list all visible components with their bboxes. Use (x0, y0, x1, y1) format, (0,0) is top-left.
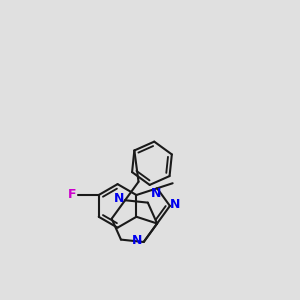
Text: N: N (151, 188, 161, 200)
Text: N: N (113, 193, 124, 206)
Text: N: N (132, 234, 142, 247)
Text: F: F (68, 188, 77, 201)
Text: N: N (170, 198, 180, 211)
